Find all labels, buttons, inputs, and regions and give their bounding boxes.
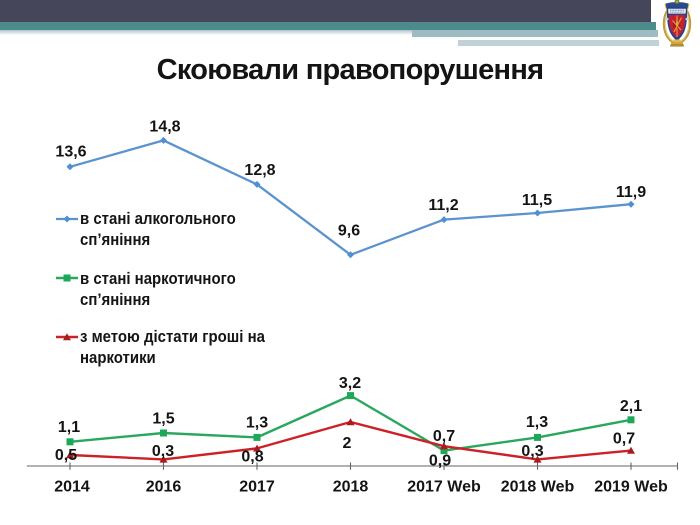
svg-text:3,2: 3,2 [339, 375, 361, 392]
svg-text:0,7: 0,7 [613, 431, 635, 448]
svg-text:9,6: 9,6 [338, 223, 360, 240]
svg-text:1,3: 1,3 [526, 414, 548, 431]
svg-text:11,2: 11,2 [428, 197, 458, 214]
svg-text:2: 2 [343, 435, 352, 452]
svg-text:2016: 2016 [146, 479, 182, 496]
svg-text:14,8: 14,8 [149, 119, 180, 136]
svg-text:0,9: 0,9 [429, 453, 451, 470]
svg-text:0,3: 0,3 [152, 443, 174, 460]
svg-text:11,5: 11,5 [522, 192, 552, 209]
svg-text:0,8: 0,8 [241, 449, 263, 466]
svg-text:1,1: 1,1 [58, 419, 80, 436]
svg-text:11,9: 11,9 [616, 184, 646, 201]
svg-text:0,5: 0,5 [55, 447, 77, 464]
svg-text:1,5: 1,5 [152, 411, 174, 428]
svg-text:2017: 2017 [239, 479, 275, 496]
svg-text:2018 Web: 2018 Web [501, 479, 575, 496]
svg-text:2014: 2014 [54, 479, 90, 496]
svg-text:13,6: 13,6 [55, 144, 86, 161]
svg-text:2019 Web: 2019 Web [594, 479, 668, 496]
svg-text:2,1: 2,1 [620, 398, 642, 415]
svg-text:0,7: 0,7 [433, 428, 455, 445]
svg-text:0,3: 0,3 [521, 443, 543, 460]
svg-text:12,8: 12,8 [244, 162, 275, 179]
svg-text:2018: 2018 [333, 479, 369, 496]
svg-text:2017 Web: 2017 Web [407, 479, 481, 496]
svg-text:1,3: 1,3 [246, 415, 268, 432]
